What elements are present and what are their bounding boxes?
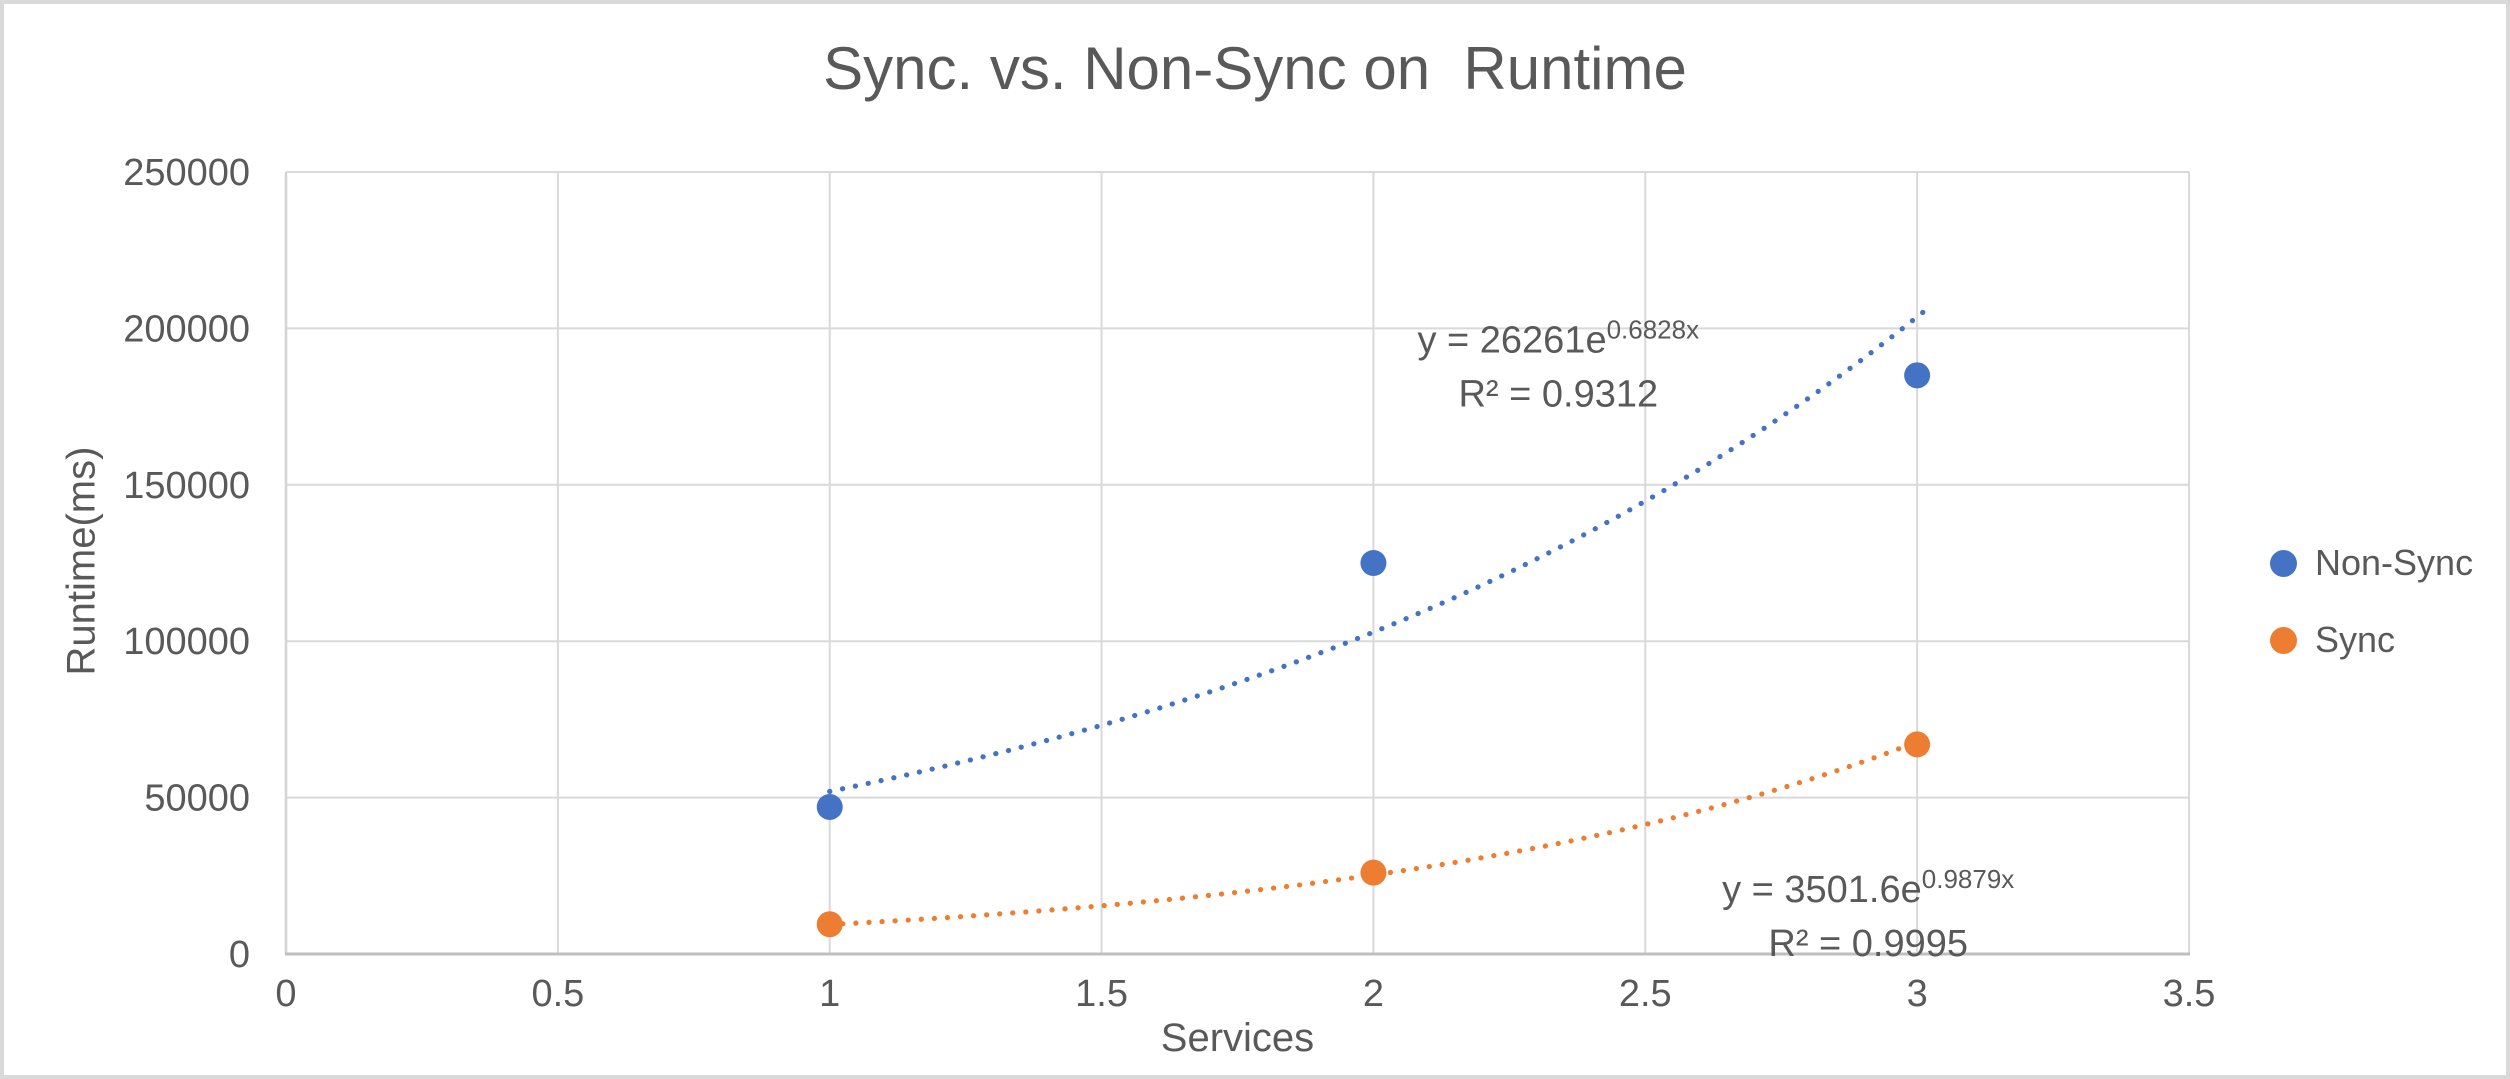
legend-marker-icon [2270, 626, 2297, 654]
data-point-sync [816, 911, 843, 938]
x-tick-label: 2.5 [1619, 973, 1672, 1015]
data-point-non-sync [816, 793, 843, 820]
x-tick-label: 3 [1907, 973, 1928, 1015]
data-point-non-sync [1904, 362, 1931, 389]
y-tick-label: 200000 [123, 308, 250, 350]
trendline-equation: y = 3501.6e0.9879x [1722, 864, 2014, 911]
y-axis-title: Runtime(ms) [59, 446, 104, 676]
trendline-r2: R² = 0.9995 [1768, 923, 1968, 965]
trendline-equation: y = 26261e0.6828x [1417, 314, 1699, 361]
data-point-non-sync [1360, 550, 1387, 576]
data-point-sync [1904, 731, 1931, 758]
legend-item-non-sync: Non-Sync [2270, 542, 2473, 584]
x-axis-title: Services [1160, 1016, 1315, 1060]
chart-title: Sync. vs. Non-Sync on Runtime [823, 35, 1687, 102]
x-tick-label: 3.5 [2163, 973, 2216, 1015]
y-tick-label: 250000 [123, 152, 250, 194]
legend-label: Non-Sync [2315, 542, 2474, 583]
x-tick-label: 1.5 [1075, 973, 1128, 1015]
x-tick-label: 1 [819, 973, 840, 1015]
trendline-sync [827, 739, 1920, 928]
plot-area: 0 0.5 1 1.5 2 2.5 3 3.5 0 50000 100000 150000 200000… [123, 152, 2216, 1015]
trendline-non-sync [827, 305, 1931, 794]
x-tick-label: 0 [275, 973, 296, 1015]
legend-item-sync: Sync [2270, 619, 2473, 661]
x-tick-label: 0.5 [531, 973, 584, 1015]
trendline-r2: R² = 0.9312 [1458, 373, 1658, 415]
data-point-sync [1360, 859, 1387, 886]
y-tick-label: 50000 [144, 778, 250, 820]
legend: Non-Sync Sync [2270, 542, 2473, 661]
legend-label: Sync [2315, 619, 2396, 660]
x-tick-label: 2 [1363, 973, 1384, 1015]
y-tick-label: 100000 [123, 621, 250, 663]
y-tick-label: 150000 [123, 465, 250, 507]
legend-marker-icon [2270, 549, 2297, 577]
y-tick-label: 0 [229, 934, 250, 976]
